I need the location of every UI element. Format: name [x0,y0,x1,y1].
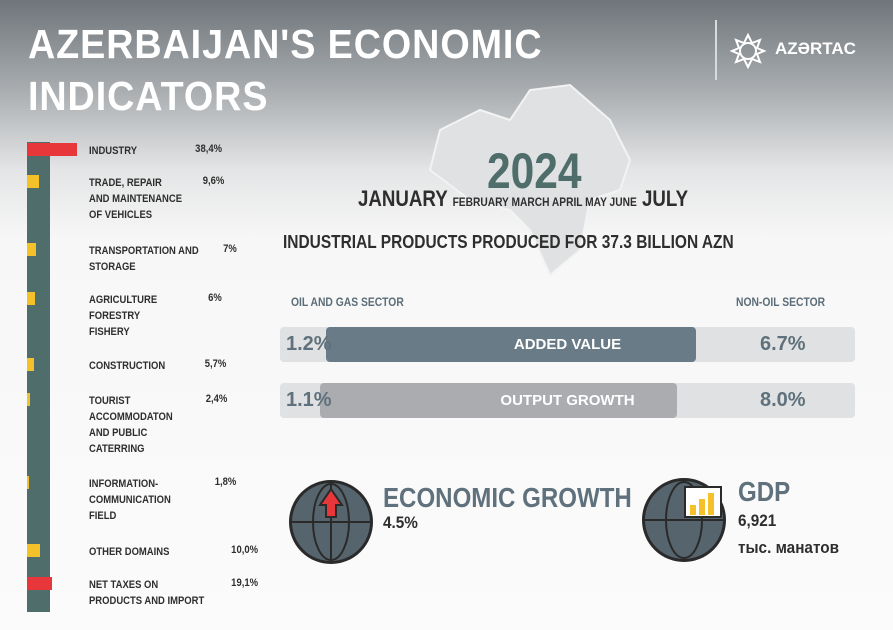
sector-label: OTHER DOMAINS [89,546,170,558]
sector-bar [27,476,30,489]
added-value-label: ADDED VALUE [513,336,622,353]
logo-divider [715,20,717,80]
sector-label: CONSTRUCTION [89,360,166,372]
sector-value: 19,1% [231,577,259,589]
sector-label: INFORMATION- COMMUNICATION FIELD [89,478,171,522]
gdp-unit: тыс. манатов [738,538,839,557]
period-middle: FEBRUARY MARCH APRIL MAY JUNE [452,195,637,209]
sector-label: AGRICULTURE FORESTRY FISHERY [89,294,158,338]
economic-growth-title: ECONOMIC GROWTH [383,482,632,513]
economic-growth-value: 4.5% [383,513,418,532]
gdp-chart-icon [645,481,723,559]
output-growth-bar: OUTPUT GROWTH 1.1% 8.0% [280,383,855,418]
year: 2024 [487,143,582,199]
added-value-fill [326,327,696,362]
gdp-value: 6,921 [738,511,777,530]
period-start: JANUARY [358,186,448,211]
gdp-title: GDP [738,476,791,507]
sector-value: 9,6% [202,175,225,187]
sector-value: 2,4% [205,393,228,405]
sector-column [27,142,50,612]
added-value-non-oil: 6.7% [760,333,806,355]
sector-bar [27,544,40,557]
sector-bar [27,243,37,256]
period: JANUARY FEBRUARY MARCH APRIL MAY JUNE JU… [358,186,688,212]
output-growth-oil-gas: 1.1% [286,389,332,411]
sector-value: 6% [208,292,222,304]
sector-bar [27,292,35,305]
sector-bar [27,143,77,156]
output-growth-non-oil: 8.0% [760,389,806,411]
oil-gas-sector-label: OIL AND GAS SECTOR [291,295,404,309]
sector-label: TOURIST ACCOMMODATON AND PUBLIC CATERRIN… [89,395,173,455]
page-title: AZERBAIJAN'S ECONOMIC INDICATORS [28,18,542,122]
title-line-2: INDICATORS [28,73,269,119]
output-growth-fill [320,383,677,418]
sector-label: TRADE, REPAIR AND MAINTENANCE OF VEHICLE… [89,177,183,221]
sector-bar [27,393,31,406]
sector-bar [27,577,52,590]
added-value-bar: ADDED VALUE 1.2% 6.7% [280,327,855,362]
azertac-logo: AZƏRTAC [715,20,865,80]
sector-bar [27,175,40,188]
sector-value: 10,0% [231,544,259,556]
added-value-oil-gas: 1.2% [286,333,332,355]
logo-emblem-icon [729,32,767,70]
sector-value: 7% [223,243,237,255]
growth-arrow-icon [292,483,370,561]
sector-value: 1,8% [214,476,237,488]
title-line-1: AZERBAIJAN'S ECONOMIC [28,21,543,67]
logo-text: AZƏRTAC [775,39,856,58]
sector-label: NET TAXES ON PRODUCTS AND IMPORT [89,579,205,607]
sector-label: TRANSPORTATION AND STORAGE [89,245,199,273]
headline: INDUSTRIAL PRODUCTS PRODUCED FOR 37.3 BI… [283,232,734,252]
globe-gdp-icon [642,478,726,562]
sector-value: 5,7% [204,358,227,370]
sector-bar [27,358,35,371]
sector-label: INDUSTRY [89,145,138,157]
period-end: JULY [641,186,689,211]
non-oil-sector-label: NON-OIL SECTOR [736,295,826,309]
globe-growth-icon [289,480,373,564]
azerbaijan-map [428,83,632,277]
output-growth-label: OUTPUT GROWTH [500,392,635,409]
sector-value: 38,4% [195,143,223,155]
